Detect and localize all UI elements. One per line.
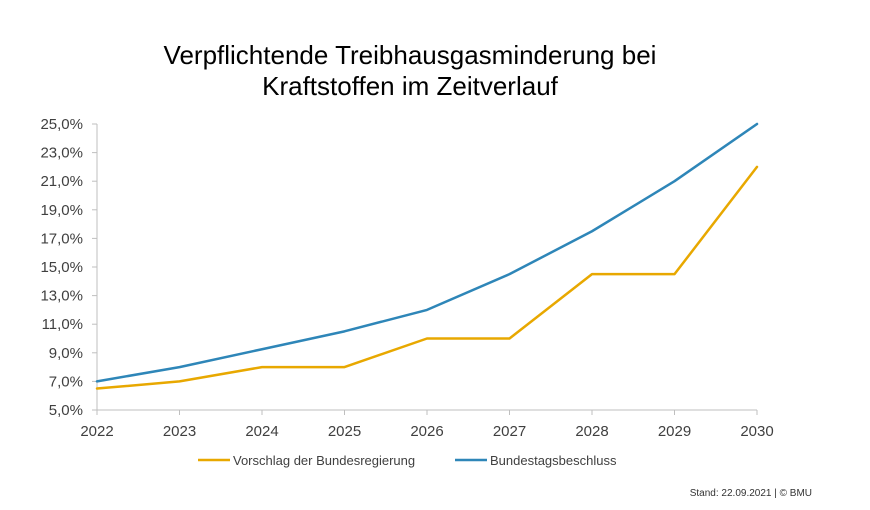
y-tick-label: 9,0%	[49, 345, 83, 362]
legend-label-1: Vorschlag der Bundesregierung	[233, 453, 415, 468]
x-tick-label: 2023	[163, 423, 196, 440]
x-tick-label: 2030	[740, 423, 773, 440]
y-tick-label: 7,0%	[49, 373, 83, 390]
x-tick-label: 2027	[493, 423, 526, 440]
y-tick-label: 17,0%	[40, 230, 83, 247]
y-tick-label: 5,0%	[49, 402, 83, 419]
series-line-1	[95, 165, 759, 390]
x-tick-label: 2022	[80, 423, 113, 440]
x-tick-label: 2028	[575, 423, 608, 440]
x-tick-label: 2025	[328, 423, 361, 440]
y-tick-label: 11,0%	[42, 316, 83, 333]
series-layer	[95, 122, 759, 390]
y-tick-label: 19,0%	[40, 202, 83, 219]
y-tick-label: 15,0%	[40, 259, 83, 276]
series-line-2	[95, 122, 759, 383]
chart-title-line-2: Kraftstoffen im Zeitverlauf	[262, 71, 558, 101]
legend-label-2: Bundestagsbeschluss	[490, 453, 617, 468]
y-tick-label: 13,0%	[40, 288, 83, 305]
y-tick-label: 25,0%	[40, 116, 83, 133]
y-tick-label: 23,0%	[40, 145, 83, 162]
x-tick-label: 2024	[245, 423, 278, 440]
source-footnote: Stand: 22.09.2021 | © BMU	[689, 488, 812, 499]
chart-axes: 5,0% 7,0% 9,0% 11,0% 13,0% 15,0% 17,0% 19,0% 21,…	[40, 116, 773, 440]
y-tick-label: 21,0%	[40, 173, 83, 190]
x-tick-label: 2026	[410, 423, 443, 440]
x-tick-label: 2029	[658, 423, 691, 440]
chart-title-line-1: Verpflichtende Treibhausgasminderung bei	[163, 40, 657, 70]
chart-legend: Vorschlag der Bundesregierung Bundestagsb…	[198, 453, 617, 468]
chart-title: Verpflichtende Treibhausgasminderung bei…	[60, 40, 760, 102]
